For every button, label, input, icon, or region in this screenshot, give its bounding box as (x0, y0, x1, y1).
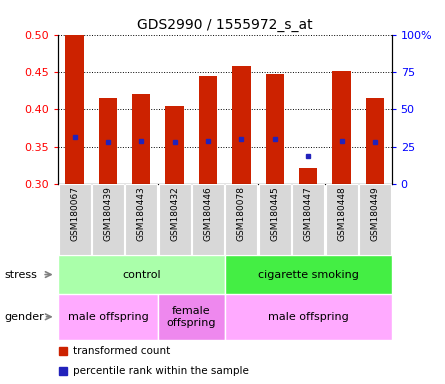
Bar (299, 168, 317, 184)
Text: GSM180447: GSM180447 (303, 187, 313, 241)
Text: GSM180067: GSM180067 (70, 187, 79, 242)
Text: GSM180449: GSM180449 (370, 187, 380, 241)
Bar (332, 71, 351, 184)
Bar (266, 74, 284, 184)
Bar (158, 294, 225, 340)
Text: transformed count: transformed count (73, 346, 170, 356)
Bar (292, 184, 324, 255)
Bar (366, 98, 384, 184)
Text: GSM180432: GSM180432 (170, 187, 179, 241)
Bar (225, 255, 392, 294)
Text: GSM180445: GSM180445 (270, 187, 279, 241)
Bar (232, 66, 251, 184)
Text: GSM180439: GSM180439 (103, 187, 113, 241)
Text: GSM180448: GSM180448 (337, 187, 346, 241)
Text: male offspring: male offspring (268, 312, 348, 322)
Text: female
offspring: female offspring (166, 306, 216, 328)
Bar (92, 184, 124, 255)
Bar (65, 35, 84, 184)
Bar (58, 255, 225, 294)
Bar (326, 184, 358, 255)
Bar (359, 184, 391, 255)
Bar (259, 184, 291, 255)
Text: cigarette smoking: cigarette smoking (258, 270, 359, 280)
Text: GSM180443: GSM180443 (137, 187, 146, 241)
Text: control: control (122, 270, 161, 280)
Bar (226, 184, 257, 255)
Text: GSM180078: GSM180078 (237, 187, 246, 242)
Bar (166, 106, 184, 184)
Text: gender: gender (4, 312, 44, 322)
Bar (225, 294, 392, 340)
Text: stress: stress (4, 270, 37, 280)
Bar (158, 184, 190, 255)
Text: male offspring: male offspring (68, 312, 148, 322)
Text: GSM180446: GSM180446 (203, 187, 213, 241)
Title: GDS2990 / 1555972_s_at: GDS2990 / 1555972_s_at (137, 18, 312, 32)
Text: percentile rank within the sample: percentile rank within the sample (73, 366, 249, 376)
Bar (192, 184, 224, 255)
Bar (58, 294, 158, 340)
Bar (59, 184, 91, 255)
Bar (99, 98, 117, 184)
Bar (125, 184, 158, 255)
Bar (199, 76, 217, 184)
Bar (132, 94, 150, 184)
